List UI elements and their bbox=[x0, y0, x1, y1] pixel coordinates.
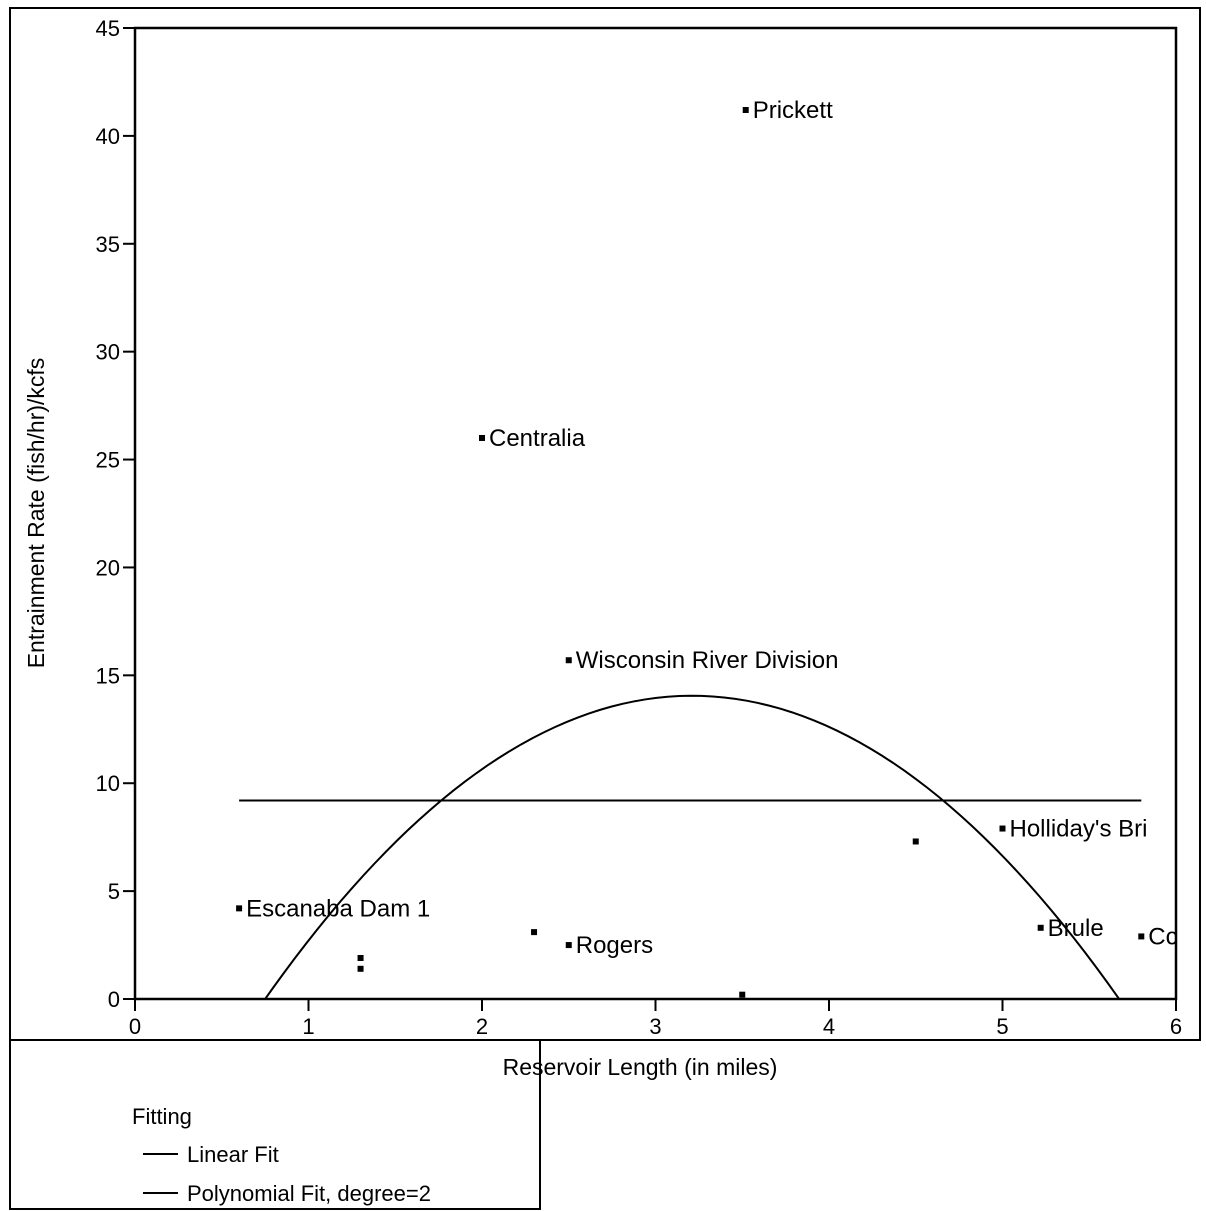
x-tick-label: 4 bbox=[823, 1014, 835, 1039]
y-tick-label: 30 bbox=[96, 340, 120, 365]
data-point-label: Brule bbox=[1048, 915, 1104, 942]
data-point bbox=[565, 657, 572, 664]
legend: Fitting Linear Fit Polynomial Fit, degre… bbox=[132, 1104, 431, 1206]
data-point bbox=[912, 838, 919, 845]
data-point bbox=[1138, 933, 1145, 940]
y-tick-label: 45 bbox=[96, 16, 120, 41]
plot-area bbox=[133, 26, 1178, 1001]
y-tick-label: 0 bbox=[108, 987, 120, 1012]
y-tick-label: 15 bbox=[96, 663, 120, 688]
data-point bbox=[742, 106, 749, 113]
polynomial-fit-line bbox=[263, 694, 1121, 999]
data-point-label: Wisconsin River Division bbox=[576, 647, 839, 674]
data-point bbox=[236, 905, 243, 912]
y-tick-label: 5 bbox=[108, 879, 120, 904]
data-point bbox=[357, 955, 364, 962]
fit-lines bbox=[239, 694, 1142, 999]
plot-panel-frame bbox=[9, 7, 1201, 1041]
data-point-label: Prickett bbox=[753, 97, 833, 124]
y-tick-label: 35 bbox=[96, 232, 120, 257]
legend-entry-linear: Linear Fit bbox=[187, 1142, 279, 1167]
y-tick-label: 10 bbox=[96, 771, 120, 796]
y-tick-label: 40 bbox=[96, 124, 120, 149]
data-points: Prickett Centralia Wisconsin River Divisio… bbox=[236, 97, 1177, 998]
data-point-label: Centralia bbox=[489, 425, 586, 452]
y-axis-title: Entrainment Rate (fish/hr)/kcfs bbox=[23, 358, 49, 669]
data-point bbox=[565, 942, 572, 949]
y-tick-label: 25 bbox=[96, 448, 120, 473]
x-tick-label: 0 bbox=[129, 1014, 141, 1039]
legend-panel-frame bbox=[9, 1039, 541, 1210]
x-axis-title: Reservoir Length (in miles) bbox=[503, 1054, 778, 1080]
data-point-label: Escanaba Dam 1 bbox=[246, 895, 430, 922]
data-point bbox=[479, 434, 485, 441]
x-tick-label: 1 bbox=[302, 1014, 314, 1039]
data-point-label: Cc bbox=[1148, 923, 1177, 950]
data-point bbox=[357, 965, 364, 972]
data-point bbox=[1037, 924, 1044, 931]
x-tick-label: 6 bbox=[1170, 1014, 1182, 1039]
y-axis-ticks: 0 5 10 15 20 25 30 35 40 45 bbox=[96, 16, 135, 1012]
x-tick-label: 5 bbox=[996, 1014, 1008, 1039]
data-point-label: Rogers bbox=[576, 932, 653, 959]
data-point-label: Holliday's Bri bbox=[1010, 816, 1148, 843]
legend-entry-poly: Polynomial Fit, degree=2 bbox=[187, 1181, 431, 1206]
data-point bbox=[999, 825, 1006, 832]
y-tick-label: 20 bbox=[96, 555, 120, 580]
x-axis-ticks: 0 1 2 3 4 5 6 bbox=[129, 999, 1182, 1039]
data-point bbox=[531, 929, 538, 936]
x-tick-label: 3 bbox=[649, 1014, 661, 1039]
data-point bbox=[739, 991, 746, 998]
x-tick-label: 2 bbox=[476, 1014, 488, 1039]
legend-title: Fitting bbox=[132, 1104, 192, 1129]
